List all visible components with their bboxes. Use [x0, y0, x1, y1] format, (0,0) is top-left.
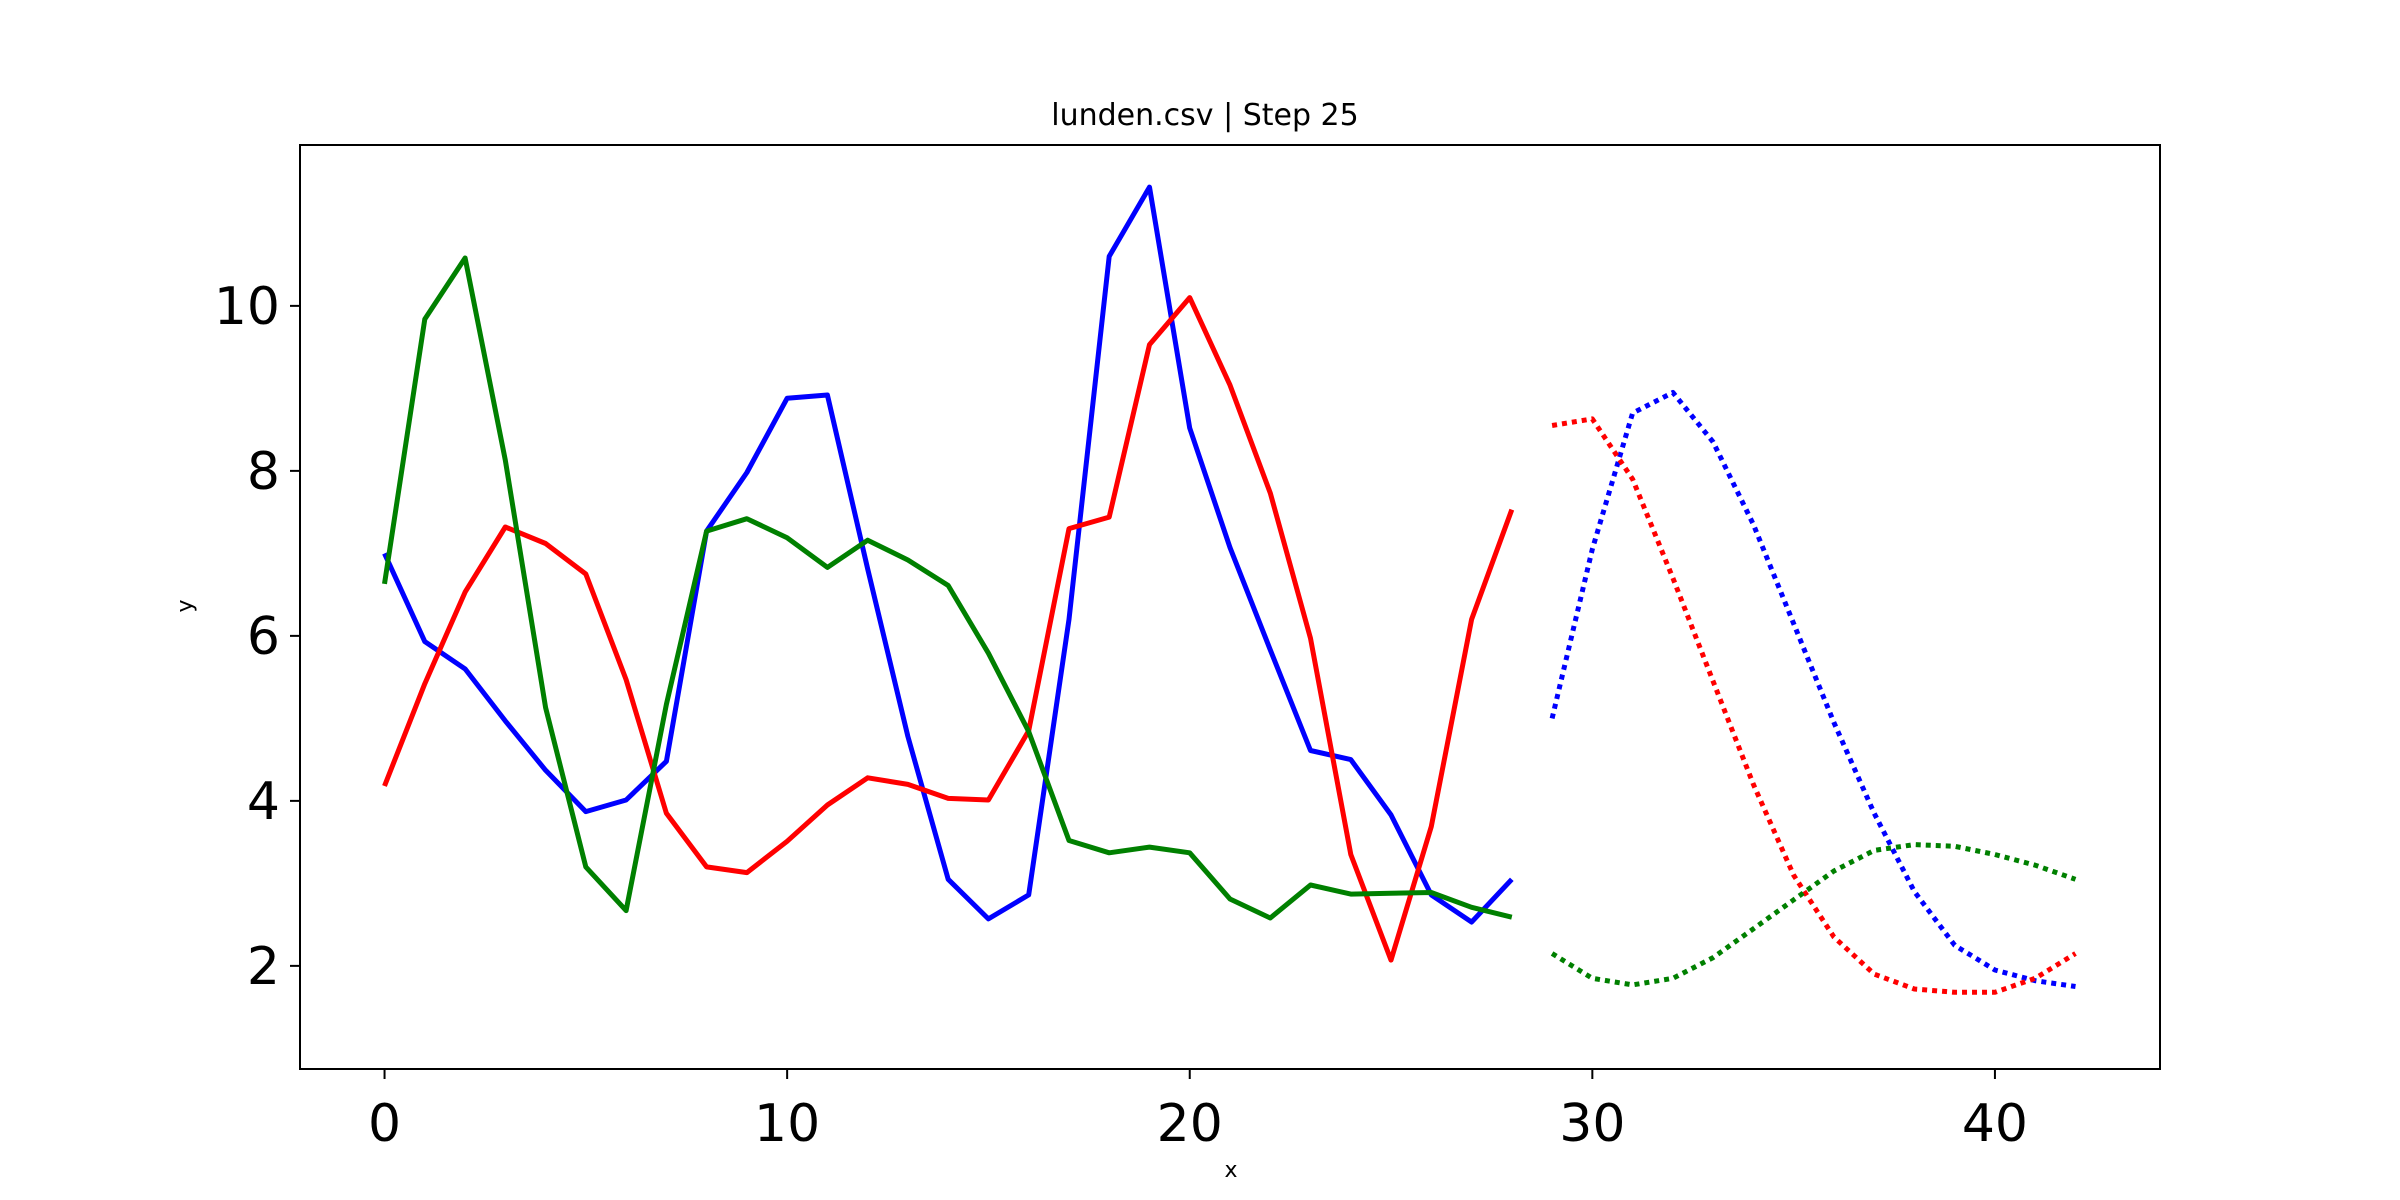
chart-title: lunden.csv | Step 25	[1051, 98, 1359, 133]
y-tick-label: 6	[247, 607, 280, 667]
series-line-5-forecast	[1551, 416, 2077, 995]
y-axis: 2 4 6 8 10	[214, 277, 300, 997]
x-tick-label: 40	[1962, 1094, 2028, 1154]
y-axis-label: y	[173, 599, 198, 612]
series-line-1	[382, 184, 1514, 925]
series-line-3	[382, 255, 1513, 921]
y-tick-label: 2	[247, 937, 280, 997]
x-axis: 0 10 20 30 40	[368, 1069, 2028, 1154]
series-line-2	[382, 295, 1515, 963]
x-tick-label: 30	[1559, 1094, 1625, 1154]
series-layer	[382, 184, 2077, 995]
series-line-4-forecast	[1549, 390, 2076, 989]
x-tick-label: 20	[1157, 1094, 1223, 1154]
y-tick-label: 4	[247, 772, 280, 832]
series-line-6-forecast	[1550, 842, 2077, 988]
x-axis-label: x	[1224, 1158, 1237, 1183]
y-tick-label: 8	[247, 442, 280, 502]
x-tick-label: 10	[754, 1094, 820, 1154]
y-tick-label: 10	[214, 277, 280, 337]
plot-frame	[299, 144, 2161, 1070]
x-tick-label: 0	[368, 1094, 401, 1154]
